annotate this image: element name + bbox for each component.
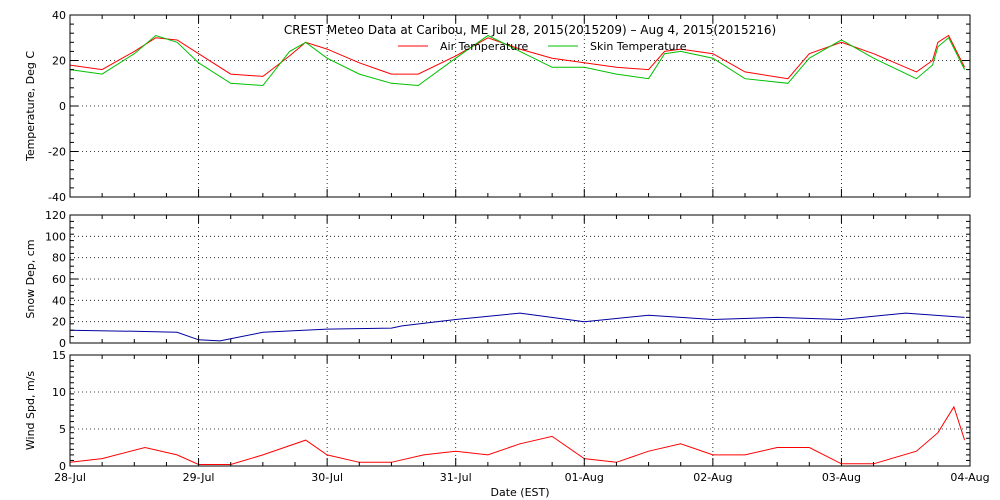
y-tick-label: 10: [52, 386, 66, 399]
panel-frame: [69, 354, 971, 467]
y-tick-label: 20: [52, 316, 66, 329]
x-tick-label: 03-Aug: [822, 471, 861, 484]
series-layer: [69, 34, 966, 465]
series-line: [69, 34, 966, 80]
y-tick-label: -40: [48, 191, 66, 204]
x-axis-label: Date (EST): [490, 486, 549, 499]
y-tick-label: -20: [48, 146, 66, 159]
y-tick-label: 60: [52, 273, 66, 286]
panel-frame: [69, 14, 971, 198]
label-layer: CREST Meteo Data at Caribou, ME Jul 28, …: [24, 9, 990, 499]
x-tick-label: 04-Aug: [950, 471, 989, 484]
y-axis-label: Temperature, Deg C: [24, 51, 37, 162]
y-tick-label: 100: [45, 230, 66, 243]
y-axis-label: Snow Dep, cm: [24, 239, 37, 318]
y-tick-label: 0: [59, 460, 66, 473]
frame-layer: [69, 14, 971, 467]
x-tick-label: 30-Jul: [311, 471, 343, 484]
x-tick-label: 31-Jul: [440, 471, 472, 484]
y-tick-label: 5: [59, 423, 66, 436]
y-axis-label: Wind Spd, m/s: [24, 371, 37, 451]
x-tick-label: 29-Jul: [183, 471, 215, 484]
x-tick-label: 01-Aug: [565, 471, 604, 484]
y-tick-label: 0: [59, 337, 66, 350]
legend-label: Air Temperature: [440, 40, 529, 53]
y-tick-label: 40: [52, 294, 66, 307]
y-tick-label: 120: [45, 209, 66, 222]
x-tick-label: 28-Jul: [54, 471, 86, 484]
series-line: [69, 405, 966, 465]
x-tick-label: 02-Aug: [693, 471, 732, 484]
legend-label: Skin Temperature: [590, 40, 687, 53]
panel-frame: [69, 214, 971, 344]
series-line: [69, 34, 966, 87]
y-tick-label: 0: [59, 100, 66, 113]
series-line: [69, 312, 965, 342]
y-tick-label: 80: [52, 252, 66, 265]
y-tick-label: 40: [52, 9, 66, 22]
grid-layer: [70, 15, 970, 466]
y-tick-label: 15: [52, 349, 66, 362]
y-tick-label: 20: [52, 55, 66, 68]
chart-title: CREST Meteo Data at Caribou, ME Jul 28, …: [284, 23, 776, 37]
